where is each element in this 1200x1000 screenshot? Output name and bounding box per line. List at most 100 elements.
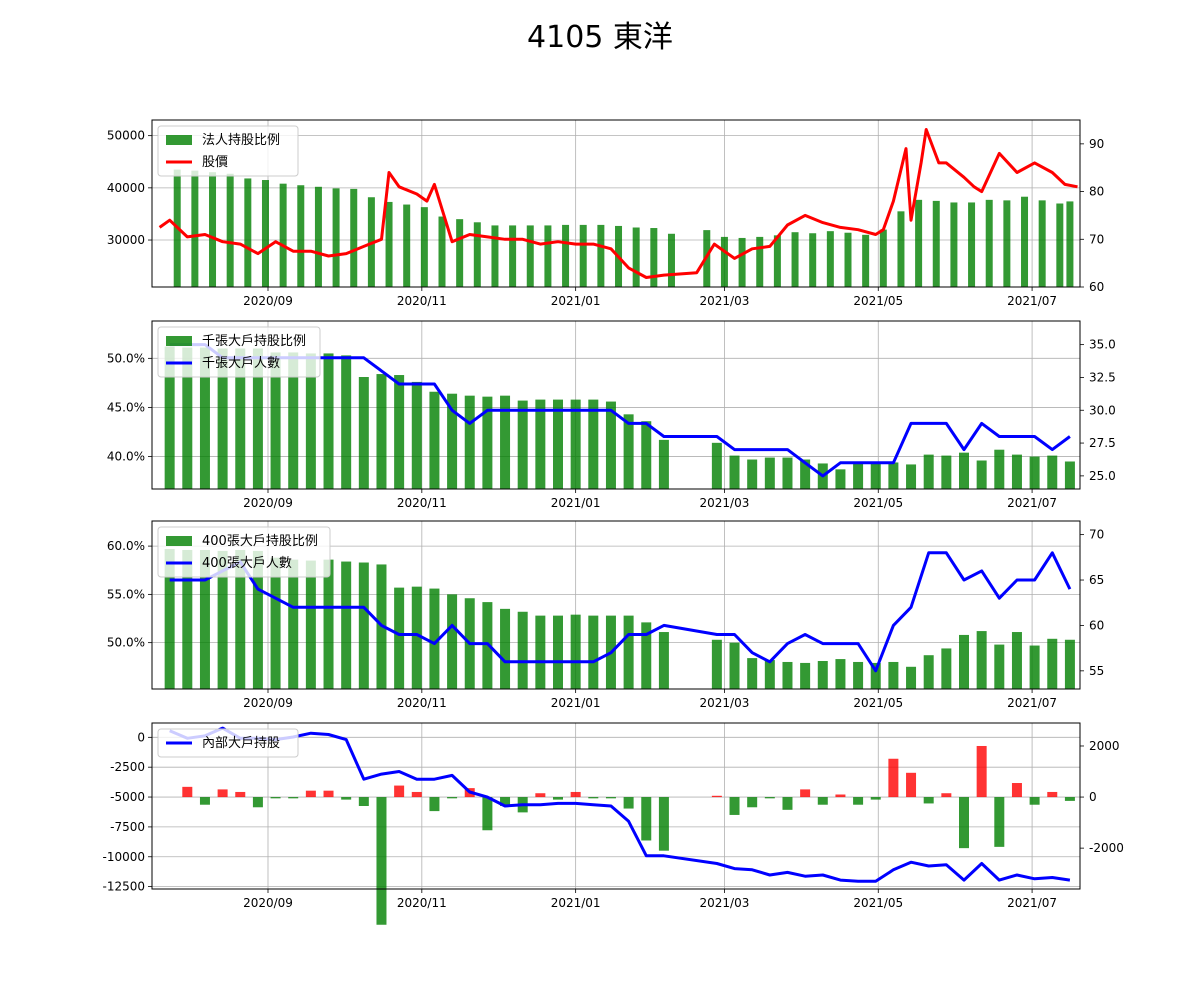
bar — [605, 401, 616, 489]
bar — [950, 202, 958, 287]
x-tick-label: 2021/01 — [551, 896, 601, 910]
y2-tick-label: 70 — [1089, 528, 1104, 542]
y2-tick-label: 25.0 — [1089, 469, 1116, 483]
bar — [853, 463, 864, 489]
legend-swatch — [166, 135, 192, 145]
bar — [429, 391, 440, 489]
bar — [456, 219, 464, 287]
bar — [588, 797, 599, 799]
bar — [782, 457, 793, 489]
bar — [341, 561, 352, 689]
bar — [182, 347, 193, 489]
y2-tick-label: 70 — [1089, 232, 1104, 246]
bar — [729, 455, 740, 489]
y-tick-label: 30000 — [107, 233, 145, 247]
bar — [1011, 454, 1022, 489]
x-tick-label: 2021/03 — [700, 294, 750, 308]
bar — [535, 793, 546, 798]
bar — [482, 396, 493, 489]
bar — [862, 234, 870, 287]
x-tick-label: 2021/07 — [1007, 896, 1057, 910]
y-tick-label: 0 — [137, 730, 145, 744]
bar — [429, 797, 440, 812]
bar — [305, 353, 316, 489]
bar — [376, 374, 387, 489]
bar — [994, 797, 1005, 847]
bar — [235, 791, 246, 798]
figure-title: 4105 東洋 — [527, 20, 673, 55]
bar — [270, 797, 281, 799]
bar — [923, 655, 934, 689]
legend-label: 400張大戶人數 — [202, 556, 292, 571]
bar — [341, 355, 352, 489]
bar — [235, 549, 246, 689]
x-tick-label: 2020/09 — [243, 896, 293, 910]
bar — [491, 225, 499, 287]
bar — [959, 797, 969, 849]
bar — [817, 797, 828, 805]
bar — [941, 455, 952, 489]
bar — [658, 632, 669, 689]
bar — [252, 348, 263, 489]
bar — [420, 207, 428, 287]
bar — [350, 188, 358, 287]
bar — [288, 352, 299, 489]
bar — [641, 622, 652, 689]
y2-tick-label: 60 — [1089, 280, 1104, 294]
bar — [376, 797, 387, 925]
bar — [976, 631, 987, 689]
bar — [729, 642, 740, 689]
bar — [632, 227, 640, 287]
x-tick-label: 2021/01 — [551, 294, 601, 308]
bar — [544, 225, 552, 287]
bar — [447, 393, 458, 489]
y-tick-label: -12500 — [102, 880, 145, 894]
bar — [1038, 200, 1046, 287]
bar — [870, 662, 881, 689]
bar — [976, 745, 987, 798]
bar — [438, 216, 446, 287]
bar — [1029, 456, 1040, 489]
bar — [1029, 797, 1040, 805]
bar — [199, 347, 210, 489]
bar — [217, 789, 228, 798]
legend-label: 法人持股比例 — [202, 133, 280, 148]
y2-tick-label: -2000 — [1089, 841, 1124, 855]
bar — [500, 608, 511, 689]
x-tick-label: 2021/03 — [700, 496, 750, 510]
bar — [906, 772, 917, 798]
bar — [879, 229, 887, 287]
bar — [906, 666, 917, 689]
axes-frame — [151, 320, 1081, 490]
y-tick-label: 45.0% — [107, 400, 145, 414]
x-tick-label: 2020/11 — [397, 496, 447, 510]
bar — [941, 648, 952, 689]
bar — [1021, 196, 1029, 287]
x-tick-label: 2021/01 — [551, 696, 601, 710]
bar — [252, 797, 263, 808]
panel-insider-holders: 2020/09 2020/11 2021/01 2021/03 2021/05 2021/… — [102, 722, 1124, 925]
bar — [535, 399, 546, 489]
bar — [217, 348, 228, 489]
bar — [835, 794, 846, 798]
bar — [747, 797, 758, 808]
bar — [800, 459, 811, 489]
bar — [279, 183, 287, 287]
bar — [323, 353, 334, 489]
series-line — [169, 551, 1072, 673]
bar — [623, 797, 634, 809]
x-tick-label: 2021/05 — [853, 294, 903, 308]
y2-tick-label: 80 — [1089, 185, 1104, 199]
bar — [800, 789, 811, 798]
bar — [447, 797, 458, 799]
bar — [1064, 461, 1075, 489]
legend-swatch — [166, 336, 192, 346]
bar — [650, 228, 658, 287]
bar — [429, 588, 440, 689]
bar — [888, 758, 899, 798]
x-tick-label: 2021/05 — [853, 896, 903, 910]
bar — [1047, 638, 1058, 689]
y2-tick-label: 90 — [1089, 137, 1104, 151]
bar — [711, 442, 722, 489]
